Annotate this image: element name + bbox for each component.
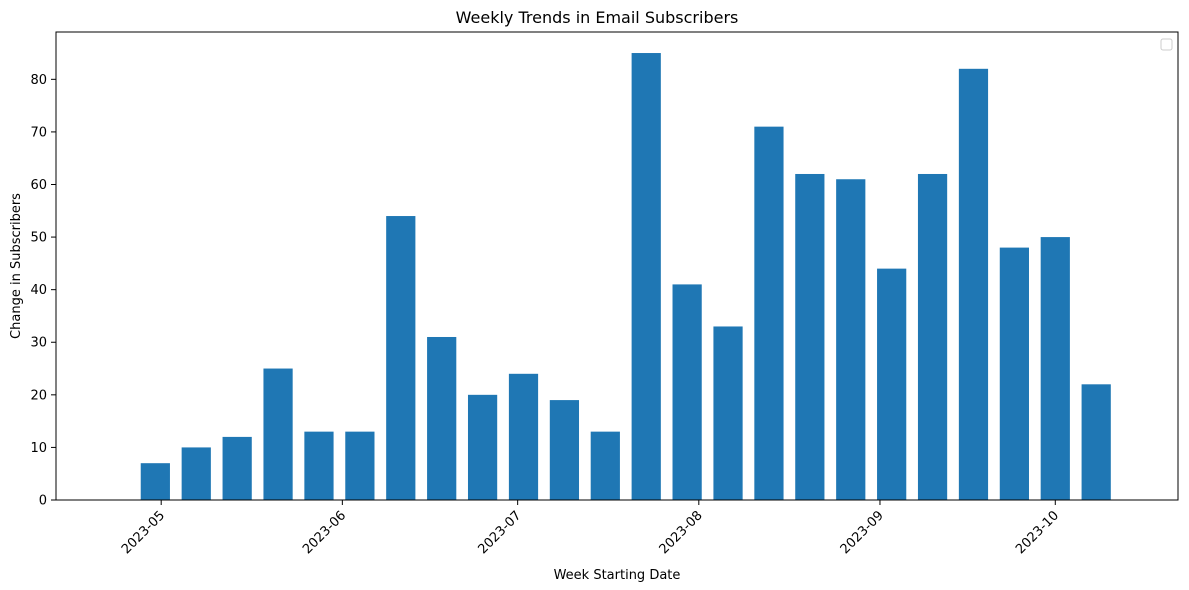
x-tick-label: 2023-08 <box>657 508 706 557</box>
bar <box>836 179 866 501</box>
x-tick-label: 2023-09 <box>838 508 887 557</box>
bar <box>917 173 948 501</box>
bar <box>1040 237 1070 500</box>
bar <box>631 53 661 500</box>
x-tick-label: 2023-07 <box>475 508 524 557</box>
bars-group <box>140 53 1111 501</box>
bar <box>304 431 334 500</box>
bar <box>181 447 211 500</box>
bar <box>222 436 252 500</box>
bar <box>345 431 375 500</box>
bar <box>877 268 907 500</box>
bar <box>754 126 784 501</box>
bar <box>590 431 620 500</box>
y-tick-label: 20 <box>30 388 47 403</box>
y-tick-label: 10 <box>30 441 47 456</box>
legend-box <box>1160 38 1173 51</box>
bar <box>672 284 702 500</box>
x-tick-label: 2023-10 <box>1013 508 1062 557</box>
x-axis-label: Week Starting Date <box>554 568 681 583</box>
bar <box>713 326 743 500</box>
y-tick-label: 80 <box>30 73 47 88</box>
bar <box>958 68 989 500</box>
bar <box>1081 384 1111 500</box>
x-axis: 2023-05 2023-06 2023-07 2023-08 2023-09 2023-… <box>119 500 1062 557</box>
bar <box>140 463 170 500</box>
y-tick-label: 50 <box>30 231 47 246</box>
bar <box>999 247 1029 500</box>
plot-frame <box>55 31 1179 501</box>
bar <box>549 400 580 500</box>
chart-title: Weekly Trends in Email Subscribers <box>456 8 739 27</box>
x-tick-label: 2023-06 <box>300 508 349 557</box>
y-tick-label: 60 <box>30 178 47 193</box>
y-tick-label: 40 <box>30 283 47 298</box>
y-axis-label: Change in Subscribers <box>9 193 24 339</box>
bar <box>427 336 457 500</box>
bar <box>508 373 539 500</box>
y-tick-label: 30 <box>30 336 47 351</box>
bar <box>263 368 293 500</box>
y-tick-label: 70 <box>30 125 47 140</box>
bar <box>795 173 825 501</box>
x-tick-label: 2023-05 <box>119 508 168 557</box>
y-tick-label: 0 <box>39 494 47 509</box>
bar <box>386 216 416 501</box>
bar <box>467 394 498 500</box>
y-axis: 0 10 20 30 40 50 60 70 80 <box>30 73 56 509</box>
